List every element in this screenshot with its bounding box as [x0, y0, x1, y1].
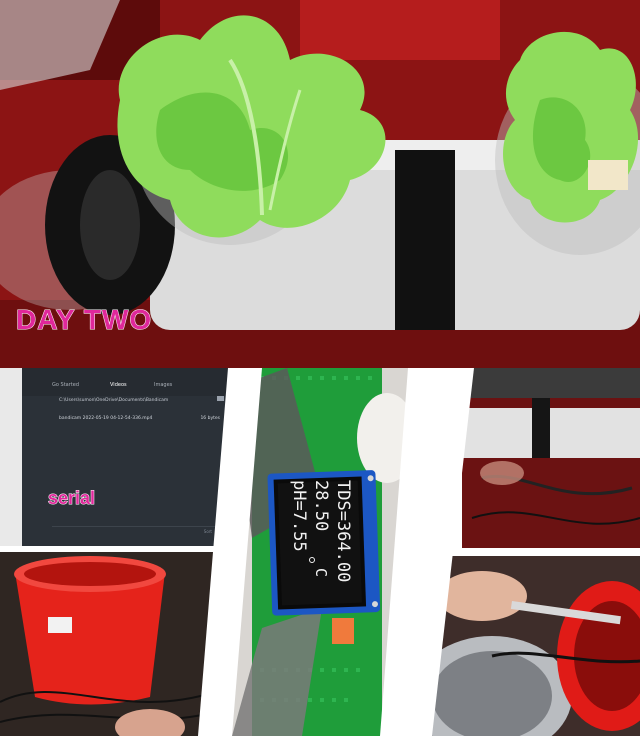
probe-scene: [432, 556, 640, 736]
file-name[interactable]: bandicam 2022-05-19 04-12-54-336.mp4: [59, 416, 153, 421]
lettuce-pipe-scene: [0, 0, 640, 368]
probe-panel: [432, 556, 640, 736]
serial-caption: serial: [47, 488, 96, 509]
divider: [52, 526, 232, 527]
file-size: 16 bytes: [200, 416, 220, 421]
oled-line-tds: TDS=364.00: [333, 480, 353, 582]
day-two-caption: DAY TWO: [15, 304, 153, 336]
file-browser-panel: Go Started Videos Images C:\Users\sumon\…: [22, 368, 242, 548]
tab-videos[interactable]: Videos: [110, 382, 127, 388]
pipe-closeup-panel: [462, 368, 640, 554]
top-photo-panel: DAY TWO: [0, 0, 640, 368]
folder-icon[interactable]: [217, 396, 224, 401]
tab-get-started[interactable]: Go Started: [52, 382, 79, 388]
bucket-scene: [0, 552, 215, 736]
tab-images[interactable]: Images: [154, 382, 173, 388]
oled-line-temp: 28.50: [311, 480, 331, 531]
pipe-closeup-scene: [462, 368, 640, 554]
oled-temp-unit: C: [312, 568, 330, 577]
sort-button[interactable]: Sort: [203, 529, 212, 534]
bucket-panel: [0, 552, 215, 736]
oled-line-ph: pH=7.55: [289, 480, 309, 552]
folder-path: C:\Users\sumon\OneDrive\Documents\Bandic…: [59, 398, 169, 403]
file-browser-left-strip: [0, 368, 22, 548]
oled-panel: TDS=364.00 28.50 C pH=7.55: [232, 368, 408, 736]
oled-pcb-scene: TDS=364.00 28.50 C pH=7.55: [232, 368, 408, 736]
degree-symbol: [309, 557, 315, 563]
